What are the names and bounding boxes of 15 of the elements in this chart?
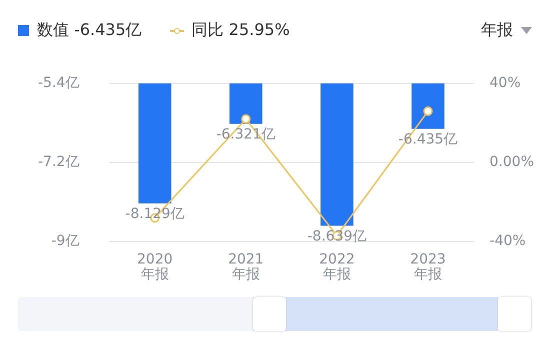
x-tick-label: 2021 年报 bbox=[228, 252, 264, 282]
x-tick-label: 2022 年报 bbox=[319, 252, 355, 282]
point bbox=[423, 106, 433, 116]
x-tick-label: 2020 年报 bbox=[137, 252, 173, 282]
x-tick-label: 2023 年报 bbox=[410, 252, 446, 282]
y-tick-label: -7.2亿 bbox=[38, 154, 80, 170]
text: 年报 bbox=[481, 20, 513, 41]
point bbox=[241, 114, 251, 124]
legend-label: 数值 -6.435亿 bbox=[37, 20, 142, 41]
y-tick-label: -9亿 bbox=[51, 233, 80, 250]
y2-tick-label: 0.00% bbox=[490, 154, 534, 170]
y-tick-label: -5.4亿 bbox=[38, 75, 80, 92]
y2-tick-label: -40% bbox=[490, 233, 526, 250]
y2-tick-label: 40% bbox=[490, 75, 521, 92]
legend-label: 同比 25.95% bbox=[192, 20, 290, 41]
